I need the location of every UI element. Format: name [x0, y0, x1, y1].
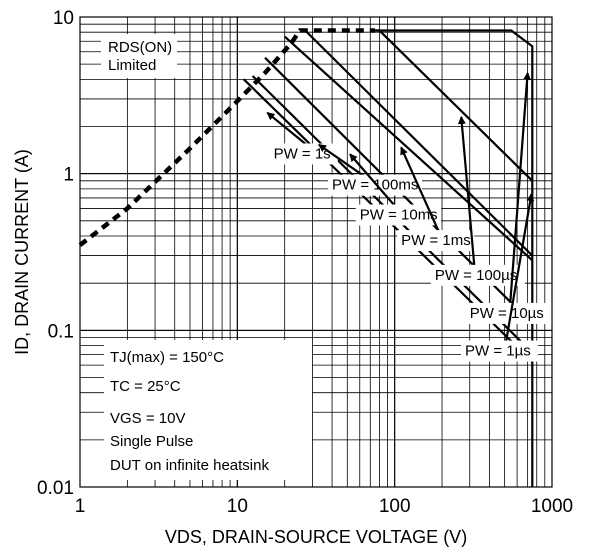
callout-label-bg-1 — [328, 174, 423, 196]
callout-label-6: PW = 1µs — [465, 343, 531, 360]
heatsink-text: DUT on infinite heatsink — [110, 457, 269, 474]
callout-arrow-4 — [457, 115, 476, 272]
limited-text: Limited — [108, 57, 156, 74]
callout-label-bg-3 — [397, 230, 474, 252]
tj-max-text: TJ(max) = 150°C — [110, 349, 224, 366]
plot-frame — [79, 16, 553, 488]
callout-label-3: PW = 1ms — [401, 232, 471, 249]
callout-label-bg-5 — [465, 302, 552, 324]
y-tick-label: 10 — [53, 8, 74, 29]
y-tick-label: 1 — [63, 165, 74, 186]
callout-label-4: PW = 100µs — [435, 267, 517, 284]
y-axis-label: ID, DRAIN CURRENT (A) — [12, 149, 32, 355]
callout-label-bg-6 — [461, 340, 538, 362]
tc-text: TC = 25°C — [110, 378, 181, 395]
series-line-0 — [78, 28, 375, 247]
callout-arrow-3 — [400, 146, 443, 238]
y-axis-title: ID, DRAIN CURRENT (A) — [12, 149, 32, 355]
callout-arrow-2 — [349, 153, 401, 213]
series-line-5 — [299, 29, 534, 257]
vgs-text: VGS = 10V — [110, 410, 185, 427]
x-tick-label: 1000 — [531, 496, 573, 517]
callout-arrow-6 — [503, 193, 535, 348]
callout-label-0: PW = 1s — [274, 145, 331, 162]
callout-arrow-5 — [508, 71, 532, 311]
series-line-6 — [375, 29, 534, 182]
x-tick-label: 100 — [379, 496, 411, 517]
single-pulse-text: Single Pulse — [110, 433, 193, 450]
callout-label-1: PW = 100ms — [332, 177, 418, 194]
callout-label-5: PW = 10µs — [470, 305, 544, 322]
rds-on-text: RDS(ON) — [108, 39, 172, 56]
callout-label-bg-2 — [355, 204, 442, 226]
test-conditions: TJ(max) = 150°C TC = 25°C VGS = 10V Sing… — [104, 340, 312, 480]
x-tick-label: 1 — [75, 496, 86, 517]
series-line-4 — [283, 35, 534, 262]
series-line-7 — [375, 29, 534, 487]
x-tick-labels: 1 10 100 1000 — [75, 496, 573, 517]
callout-label-bg-4 — [430, 264, 525, 286]
callout-label-2: PW = 10ms — [360, 206, 438, 223]
y-tick-labels: 0.01 0.1 1 10 — [37, 8, 74, 499]
x-axis-title: VDS, DRAIN-SOURCE VOLTAGE (V) — [165, 527, 467, 547]
y-tick-label: 0.01 — [37, 478, 74, 499]
y-tick-label: 0.1 — [48, 321, 74, 342]
x-tick-label: 10 — [227, 496, 248, 517]
rds-limited-label: RDS(ON) Limited — [101, 34, 177, 78]
